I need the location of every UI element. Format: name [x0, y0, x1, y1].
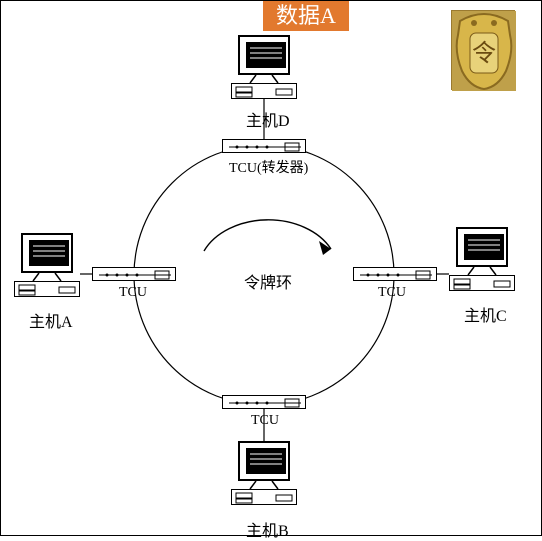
host-a-label: 主机A [29, 308, 73, 332]
diagram-canvas: 数据A 令 令牌环 TCU(转发器) TCU TCU [0, 0, 542, 536]
host-a-base [14, 281, 80, 297]
